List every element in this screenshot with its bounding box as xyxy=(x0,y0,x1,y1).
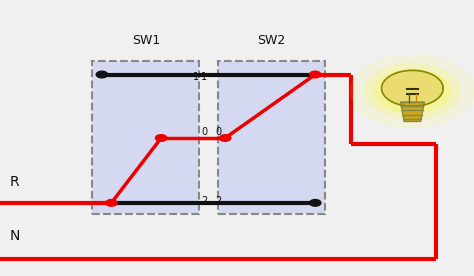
Circle shape xyxy=(384,75,441,108)
Circle shape xyxy=(351,55,474,127)
Text: SW1: SW1 xyxy=(132,34,160,47)
Circle shape xyxy=(382,70,443,106)
FancyBboxPatch shape xyxy=(92,61,199,214)
Circle shape xyxy=(96,71,108,78)
Circle shape xyxy=(106,200,117,206)
Text: 0: 0 xyxy=(201,128,208,137)
Polygon shape xyxy=(401,102,424,121)
Circle shape xyxy=(310,71,321,78)
Text: 1: 1 xyxy=(201,72,208,82)
Text: 0: 0 xyxy=(216,128,222,137)
Circle shape xyxy=(219,135,231,141)
Text: N: N xyxy=(9,229,20,243)
Circle shape xyxy=(365,63,460,119)
Text: 2: 2 xyxy=(216,197,222,206)
Circle shape xyxy=(310,200,321,206)
Circle shape xyxy=(374,69,450,113)
Text: 1: 1 xyxy=(193,72,199,82)
Text: SW2: SW2 xyxy=(257,34,285,47)
Text: 2: 2 xyxy=(201,197,208,206)
Circle shape xyxy=(155,135,167,141)
Text: R: R xyxy=(9,175,19,189)
FancyBboxPatch shape xyxy=(218,61,325,214)
